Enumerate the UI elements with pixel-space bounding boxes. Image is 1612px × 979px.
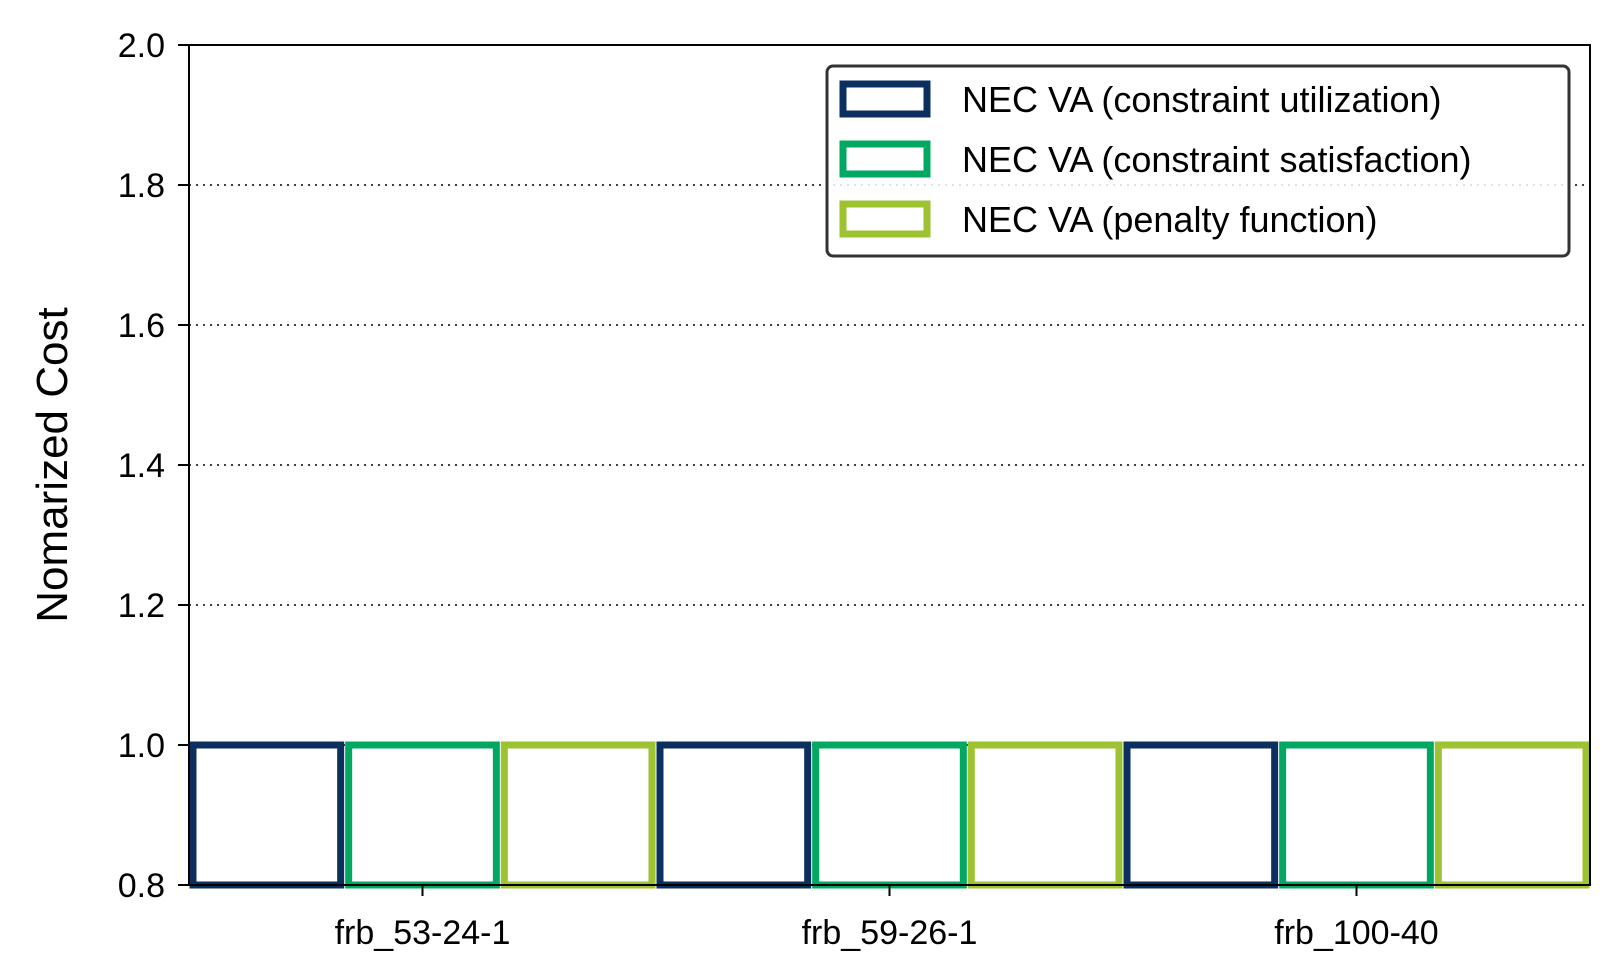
bar xyxy=(967,741,1123,889)
bars xyxy=(189,741,1590,889)
legend-label: NEC VA (constraint utilization) xyxy=(962,79,1442,120)
bar xyxy=(345,741,500,889)
bar xyxy=(812,741,967,889)
y-tick-label: 0.8 xyxy=(118,867,165,905)
bar xyxy=(189,741,345,889)
legend-swatch xyxy=(839,200,931,238)
bar xyxy=(1279,741,1434,889)
y-axis-title: Nomarized Cost xyxy=(28,307,77,622)
y-tick-label: 2.0 xyxy=(118,27,165,65)
x-tick-label: frb_100-40 xyxy=(1274,914,1438,952)
y-tick-label: 1.2 xyxy=(118,587,165,625)
legend-label: NEC VA (constraint satisfaction) xyxy=(962,139,1472,180)
legend: NEC VA (constraint utilization) NEC VA (c… xyxy=(825,64,1571,258)
y-tick-label: 1.4 xyxy=(118,447,165,485)
bar xyxy=(1123,741,1279,889)
y-tick-label: 1.6 xyxy=(118,307,165,345)
y-tick-label: 1.0 xyxy=(118,727,165,765)
legend-swatch xyxy=(839,80,931,118)
bar xyxy=(500,741,656,889)
x-axis: frb_53-24-1 frb_59-26-1 frb_100-40 xyxy=(335,885,1439,952)
bar xyxy=(656,741,812,889)
bar xyxy=(1434,741,1590,889)
legend-frame xyxy=(825,64,1571,258)
legend-swatch xyxy=(839,140,931,178)
x-tick-label: frb_53-24-1 xyxy=(335,914,511,952)
grid-lines xyxy=(189,184,1590,746)
legend-label: NEC VA (penalty function) xyxy=(962,199,1378,240)
y-tick-label: 1.8 xyxy=(118,167,165,205)
x-tick-label: frb_59-26-1 xyxy=(802,914,978,952)
y-axis: 0.8 1.0 1.2 1.4 1.6 1.8 2.0 xyxy=(118,27,189,905)
